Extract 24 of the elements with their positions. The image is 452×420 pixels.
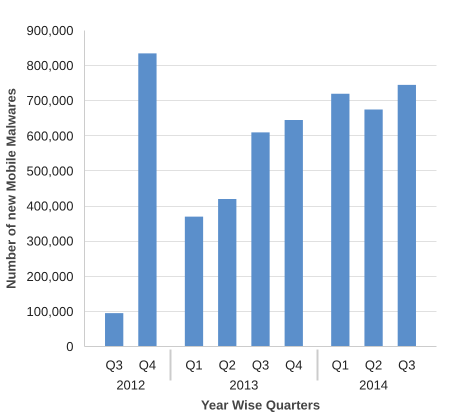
x-axis-title: Year Wise Quarters [200, 398, 320, 412]
y-tick-label: 900,000 [26, 23, 74, 38]
x-tick-label: Q3 [398, 358, 416, 372]
text: 2014 [359, 378, 388, 392]
y-tick-label: 0 [66, 339, 74, 354]
x-tick-label: Q3 [252, 358, 270, 372]
x-tick-label: Q3 [105, 358, 123, 372]
y-tick-label: 400,000 [26, 198, 74, 214]
y-tick-label: 200,000 [26, 268, 74, 284]
text: 2012 [116, 378, 146, 392]
y-tick-label: 600,000 [26, 128, 74, 144]
x-tick-label: Q4 [285, 358, 302, 372]
x-tick-label: Q2 [364, 358, 382, 372]
text: 2013 [229, 378, 258, 392]
y-tick-label: 100,000 [26, 304, 74, 319]
x-tick-label: Q2 [218, 358, 236, 372]
y-tick-label: 800,000 [26, 58, 74, 74]
y-tick-label: 700,000 [26, 93, 74, 108]
x-tick-label: Q4 [138, 358, 156, 372]
y-tick-label: 500,000 [26, 163, 74, 178]
x-tick-label: Q1 [332, 358, 349, 372]
y-tick-label: 300,000 [26, 234, 74, 249]
x-tick-label: Q1 [185, 358, 203, 372]
y-axis-title: Number of new Mobile Malwares [4, 88, 19, 289]
